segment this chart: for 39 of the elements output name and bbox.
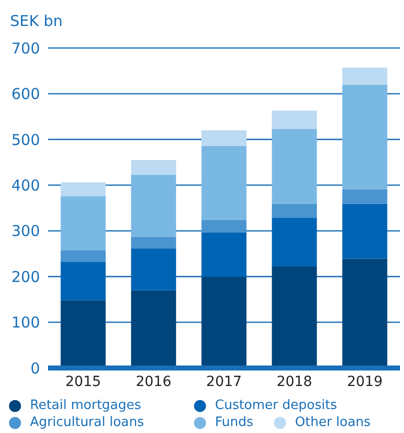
y-tick-label: 0 <box>30 359 40 378</box>
y-tick-label: 600 <box>11 85 40 104</box>
bar <box>272 218 317 267</box>
bar <box>131 248 176 290</box>
legend-label: Retail mortgages <box>30 398 142 413</box>
bar <box>342 189 388 204</box>
bar <box>60 196 106 251</box>
x-tick-label: 2015 <box>65 374 102 390</box>
legend-label: Funds <box>215 415 254 430</box>
x-tick-label: 2019 <box>346 374 383 390</box>
y-tick-label: 500 <box>11 130 40 149</box>
x-tick-label: 2016 <box>136 374 172 390</box>
bar <box>272 128 317 204</box>
x-tick-label: 2018 <box>276 374 312 390</box>
y-tick-label: 300 <box>11 222 40 240</box>
bar <box>60 262 106 300</box>
y-tick-label: 700 <box>11 39 40 58</box>
bar <box>131 236 176 248</box>
y-tick-label: 100 <box>11 314 40 332</box>
bar <box>201 146 246 220</box>
bar <box>60 182 106 196</box>
bar <box>201 220 246 232</box>
y-tick-label: 400 <box>11 176 40 194</box>
x-tick-label: 2017 <box>206 374 242 390</box>
bar <box>342 84 388 190</box>
bar <box>342 204 388 259</box>
legend-label: Other loans <box>295 415 371 430</box>
bar <box>342 68 388 85</box>
legend-label: Agricultural loans <box>30 415 144 430</box>
bar <box>60 250 106 262</box>
legend-label: Customer deposits <box>215 398 337 413</box>
y-axis-title: SEK bn <box>10 12 63 30</box>
bar <box>272 204 317 218</box>
bar <box>201 232 246 277</box>
bar <box>131 160 176 175</box>
bar <box>201 130 246 146</box>
bar <box>131 174 176 237</box>
bar <box>272 110 317 129</box>
y-tick-label: 200 <box>11 268 40 286</box>
